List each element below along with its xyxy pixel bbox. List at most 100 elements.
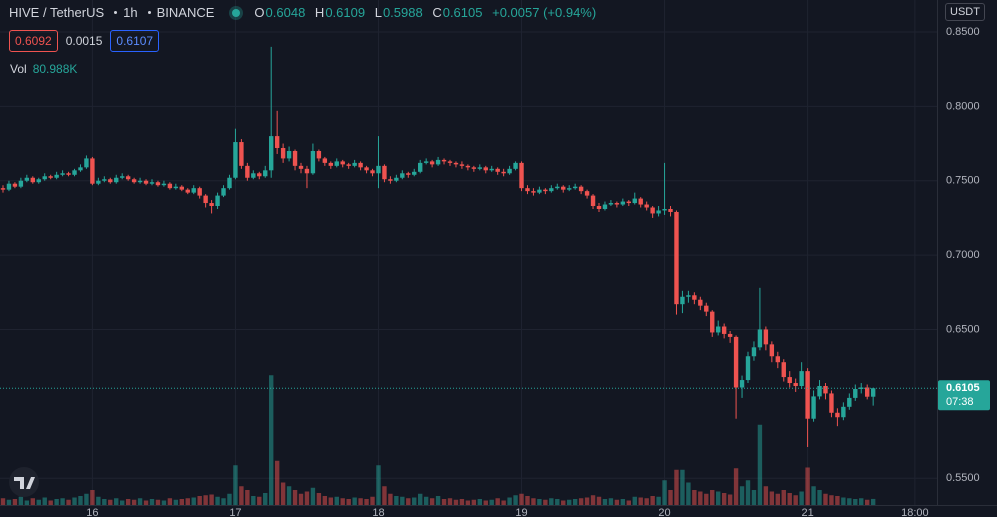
candle-body: [96, 180, 101, 184]
candle-body: [24, 177, 30, 181]
volume-bar: [394, 496, 399, 505]
volume-bar: [656, 496, 661, 505]
volume-legend: Vol 80.988K: [10, 62, 77, 76]
candle-body: [853, 388, 858, 398]
volume-bar: [710, 490, 715, 505]
volume-bar: [298, 493, 304, 505]
volume-bar: [620, 499, 626, 505]
candle-body: [197, 188, 202, 196]
volume-bar: [471, 499, 477, 505]
y-tick-label: 0.6500: [946, 323, 980, 335]
interval[interactable]: 1h: [123, 5, 138, 20]
candle-body: [531, 191, 536, 193]
volume-bar: [584, 497, 590, 505]
candle-body: [280, 148, 286, 159]
volume-bar: [817, 490, 822, 505]
volume-bar: [161, 500, 167, 505]
volume-bar: [775, 493, 780, 505]
candle-body: [137, 180, 143, 183]
volume-bar: [435, 496, 441, 505]
candle-body: [322, 158, 328, 163]
candle-body: [501, 171, 506, 174]
candle-body: [18, 180, 24, 187]
volume-bar: [388, 493, 393, 505]
volume-bar: [507, 497, 512, 505]
volume-bar: [24, 500, 30, 505]
candle-body: [751, 347, 757, 357]
volume-bar: [346, 499, 351, 505]
candle-body: [650, 207, 655, 214]
volume-bar: [751, 490, 757, 505]
volume-bar: [72, 497, 77, 505]
volume-bar: [644, 498, 649, 505]
candle-body: [769, 344, 775, 357]
candle-body: [638, 198, 643, 205]
volume-bars: [0, 375, 876, 505]
volume-bar: [18, 496, 24, 505]
candle-body: [48, 176, 53, 178]
volume-bar: [316, 493, 322, 505]
volume-bar: [227, 493, 232, 505]
candle-body: [805, 371, 810, 419]
volume-bar: [447, 498, 453, 505]
candle-body: [793, 383, 798, 387]
candle-body: [66, 173, 71, 175]
logo: [9, 467, 39, 497]
volume-bar: [239, 486, 244, 505]
volume-bar: [531, 498, 536, 505]
y-tick-label: 0.7500: [946, 175, 980, 187]
candle-body: [203, 195, 208, 204]
candle-body: [656, 210, 661, 214]
volume-bar: [400, 496, 405, 505]
candle-body: [870, 388, 876, 397]
volume-bar: [686, 482, 691, 505]
volume-bar: [650, 496, 655, 505]
spread: 0.0015: [65, 34, 103, 48]
volume-bar: [429, 498, 435, 505]
volume-bar: [42, 497, 47, 505]
volume-bar: [84, 493, 89, 505]
volume-bar: [721, 493, 727, 505]
candle-body: [239, 142, 244, 166]
candle-body: [406, 173, 411, 175]
volume-bar: [292, 490, 298, 505]
candle-body: [60, 173, 65, 175]
candle-body: [435, 159, 441, 165]
candle-body: [608, 203, 614, 205]
candle-body: [686, 295, 691, 297]
candle-body: [549, 188, 554, 192]
candle-body: [245, 165, 250, 178]
volume-bar: [763, 486, 769, 505]
separator: [114, 11, 118, 14]
candle-body: [108, 179, 113, 183]
volume-bar: [632, 496, 637, 505]
volume-bar: [340, 498, 345, 505]
candle-body: [674, 211, 679, 305]
volume-bar: [274, 460, 280, 505]
candle-body: [42, 176, 47, 180]
volume-bar: [739, 486, 745, 505]
candle-body: [716, 326, 721, 333]
volume-bar: [12, 499, 18, 505]
candle-body: [668, 208, 673, 212]
currency[interactable]: USDT: [945, 3, 985, 21]
ask[interactable]: 0.6107: [110, 30, 160, 52]
volume-bar: [233, 465, 238, 505]
y-tick-label: 0.8500: [946, 26, 980, 38]
volume-bar: [364, 499, 369, 505]
x-tick-label: 20: [658, 507, 670, 517]
bid[interactable]: 0.6092: [9, 30, 58, 52]
volume-bar: [114, 498, 119, 505]
volume-bar: [787, 493, 792, 505]
volume-bar: [120, 500, 125, 505]
candle-body: [513, 162, 518, 169]
candle-body: [376, 165, 381, 174]
header: HIVE / TetherUS 1h BINANCE O0.6048 H0.61…: [9, 5, 606, 20]
candle-body: [841, 406, 846, 418]
candle-body: [0, 188, 6, 190]
symbol[interactable]: HIVE / TetherUS: [9, 5, 105, 20]
candle-body: [120, 176, 125, 178]
y-tick-label: 0.7000: [946, 249, 980, 261]
volume-bar: [358, 498, 363, 505]
